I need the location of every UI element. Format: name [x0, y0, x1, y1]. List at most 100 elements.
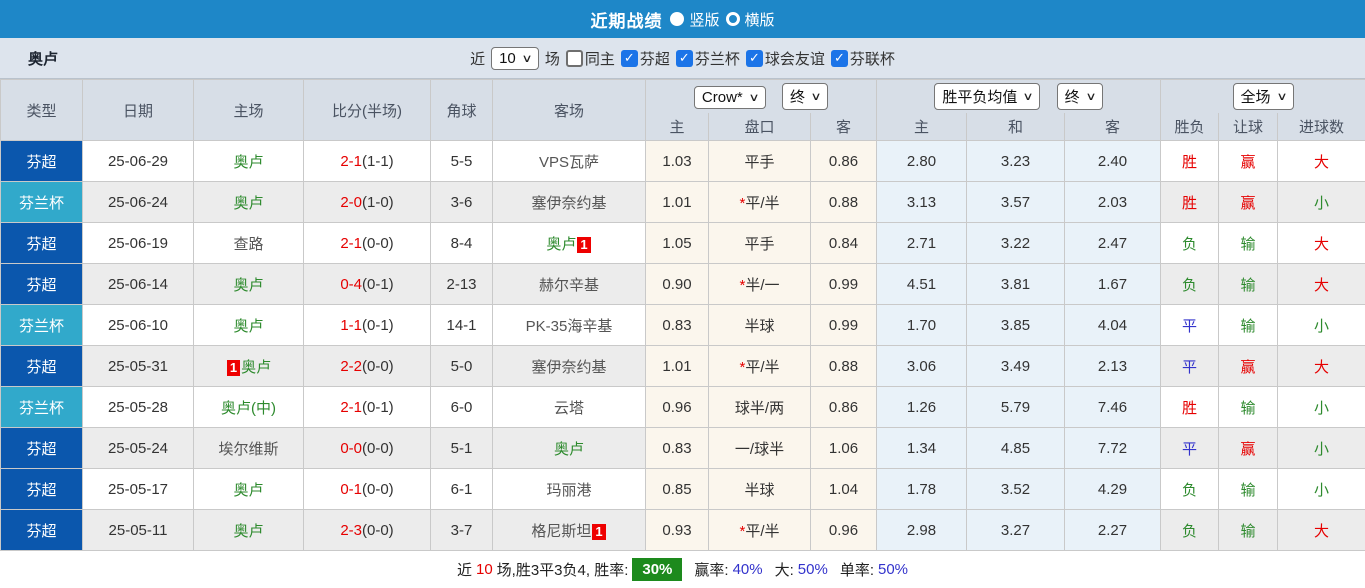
handicap-cell: *平/半: [708, 181, 811, 223]
goals-cell: 小: [1277, 468, 1365, 510]
handicap-line: 平/半: [745, 194, 780, 212]
subheader-goals: 进球数: [1277, 112, 1365, 141]
league-filter-fin-premier[interactable]: ✓ 芬超: [620, 48, 670, 69]
chevron-down-icon: ∨: [810, 90, 822, 103]
table-row: 芬超 25-06-19 查路 2-1(0-0) 8-4 奥卢 1 1.05 平手 …: [0, 222, 1365, 264]
scope-select[interactable]: 全场 ∨: [1232, 82, 1294, 110]
home-team-name[interactable]: 奥卢: [241, 358, 272, 376]
home-team-name[interactable]: 奥卢: [233, 522, 264, 540]
away-odds-cell: 0.86: [809, 386, 878, 428]
header-score: 比分(半场): [303, 79, 431, 141]
away-team-name[interactable]: 格尼斯坦: [531, 522, 592, 540]
result-cell: 平: [1160, 345, 1220, 387]
fulltime-score: 0-0: [340, 439, 362, 457]
halftime-score: (0-1): [362, 398, 394, 416]
summary-near: 近: [456, 562, 472, 579]
summary-big-value: 50%: [797, 561, 828, 578]
away-team-name[interactable]: VPS瓦萨: [538, 153, 599, 171]
league-type-cell: 芬超: [0, 345, 83, 387]
home-team-cell: 查路: [193, 222, 304, 264]
handicap-line: 一/球半: [734, 440, 785, 458]
score-cell: 2-3(0-0): [303, 509, 431, 551]
score-cell: 2-1(1-1): [303, 140, 431, 182]
halftime-score: (1-1): [362, 152, 394, 170]
result-cell: 平: [1160, 304, 1220, 346]
home-team-name[interactable]: 埃尔维斯: [218, 440, 279, 458]
radio-horizontal-layout[interactable]: 横版: [725, 9, 775, 30]
checkbox-checked-icon: ✓: [675, 49, 693, 67]
date-cell: 25-06-24: [82, 181, 194, 223]
table-row: 芬超 25-05-24 埃尔维斯 0-0(0-0) 5-1 奥卢 0.83 一/…: [0, 427, 1365, 469]
away-team-name[interactable]: 赫尔辛基: [538, 276, 599, 294]
team-name: 奥卢: [28, 50, 59, 68]
avg-lose-cell: 2.13: [1064, 345, 1162, 387]
result-cell: 胜: [1160, 181, 1220, 223]
league-filter-fin-cup[interactable]: ✓ 芬兰杯: [675, 48, 740, 69]
avg-draw-cell: 3.85: [966, 304, 1066, 346]
subheader-result: 胜负: [1160, 112, 1220, 141]
league-type-cell: 芬兰杯: [0, 181, 83, 223]
home-team-cell: 奥卢: [193, 468, 304, 510]
radio-unselected-icon: [725, 12, 740, 26]
home-team-name[interactable]: 查路: [233, 235, 264, 253]
handicap-result-cell: 赢: [1218, 427, 1279, 469]
away-team-name[interactable]: 塞伊奈约基: [531, 358, 607, 376]
summary-detail: 场,胜3平3负4, 胜率:: [496, 562, 629, 579]
away-team-name[interactable]: 奥卢: [546, 235, 577, 253]
league-filter-club-friendly[interactable]: ✓ 球会友谊: [745, 48, 825, 69]
avg-draw-cell: 4.85: [966, 427, 1066, 469]
away-odds-cell: 0.99: [809, 263, 878, 305]
goals-cell: 大: [1277, 140, 1365, 182]
avg-lose-cell: 2.47: [1064, 222, 1162, 264]
score-cell: 1-1(0-1): [303, 304, 431, 346]
summary-win-value: 40%: [732, 561, 763, 578]
avg-type-select[interactable]: 胜平负均值 ∨: [934, 82, 1041, 110]
avg-time-select[interactable]: 终 ∨: [1056, 82, 1103, 110]
away-team-name[interactable]: 塞伊奈约基: [531, 194, 607, 212]
away-team-name[interactable]: 奥卢: [553, 440, 584, 458]
home-team-name[interactable]: 奥卢: [233, 276, 264, 294]
home-team-name[interactable]: 奥卢: [233, 481, 264, 499]
home-team-name[interactable]: 奥卢: [233, 317, 264, 335]
handicap-star: *: [739, 276, 746, 294]
result-cell: 胜: [1160, 386, 1220, 428]
halftime-score: (1-0): [362, 193, 394, 211]
fulltime-score: 2-2: [340, 357, 362, 375]
same-home-checkbox[interactable]: 同主: [565, 48, 615, 69]
away-odds-cell: 0.84: [809, 222, 878, 264]
away-team-cell: 奥卢 1: [492, 222, 646, 264]
layout-radio-group: 竖版 横版: [670, 9, 775, 30]
away-team-name[interactable]: 玛丽港: [546, 481, 592, 499]
home-team-name[interactable]: 奥卢: [233, 153, 264, 171]
summary-big-label: 大:: [774, 562, 794, 579]
date-cell: 25-06-10: [82, 304, 194, 346]
date-cell: 25-05-31: [82, 345, 194, 387]
league-filter-fin-league-cup[interactable]: ✓ 芬联杯: [830, 48, 895, 69]
chevron-down-icon: ∨: [521, 52, 533, 65]
away-team-cell: 奥卢: [492, 427, 646, 469]
corner-cell: 6-0: [430, 386, 493, 428]
away-team-name[interactable]: PK-35海辛基: [525, 317, 613, 335]
same-home-label: 同主: [584, 50, 615, 68]
halftime-score: (0-1): [362, 316, 394, 334]
score-cell: 2-0(1-0): [303, 181, 431, 223]
league-type-cell: 芬超: [0, 509, 83, 551]
handicap-line: 平/半: [745, 522, 780, 540]
radio-vertical-layout[interactable]: 竖版: [670, 9, 720, 30]
halftime-score: (0-0): [362, 439, 394, 457]
odds-time-select[interactable]: 终 ∨: [782, 82, 829, 110]
date-cell: 25-05-28: [82, 386, 194, 428]
handicap-cell: 半球: [708, 304, 811, 346]
home-odds-cell: 0.90: [645, 263, 709, 305]
away-team-name[interactable]: 云塔: [553, 399, 584, 417]
halftime-score: (0-0): [362, 357, 394, 375]
handicap-result-cell: 输: [1218, 304, 1279, 346]
home-team-name[interactable]: 奥卢(中): [221, 399, 276, 417]
games-count-select[interactable]: 10 ∨: [491, 46, 539, 70]
checkbox-checked-icon: ✓: [620, 49, 638, 67]
home-team-name[interactable]: 奥卢: [233, 194, 264, 212]
odds-select-group: Crow* ∨ 终 ∨: [644, 79, 878, 113]
odds-company-select[interactable]: Crow* ∨: [693, 85, 766, 109]
page-title: 近期战绩: [590, 11, 663, 31]
rank-badge: 1: [226, 359, 241, 376]
